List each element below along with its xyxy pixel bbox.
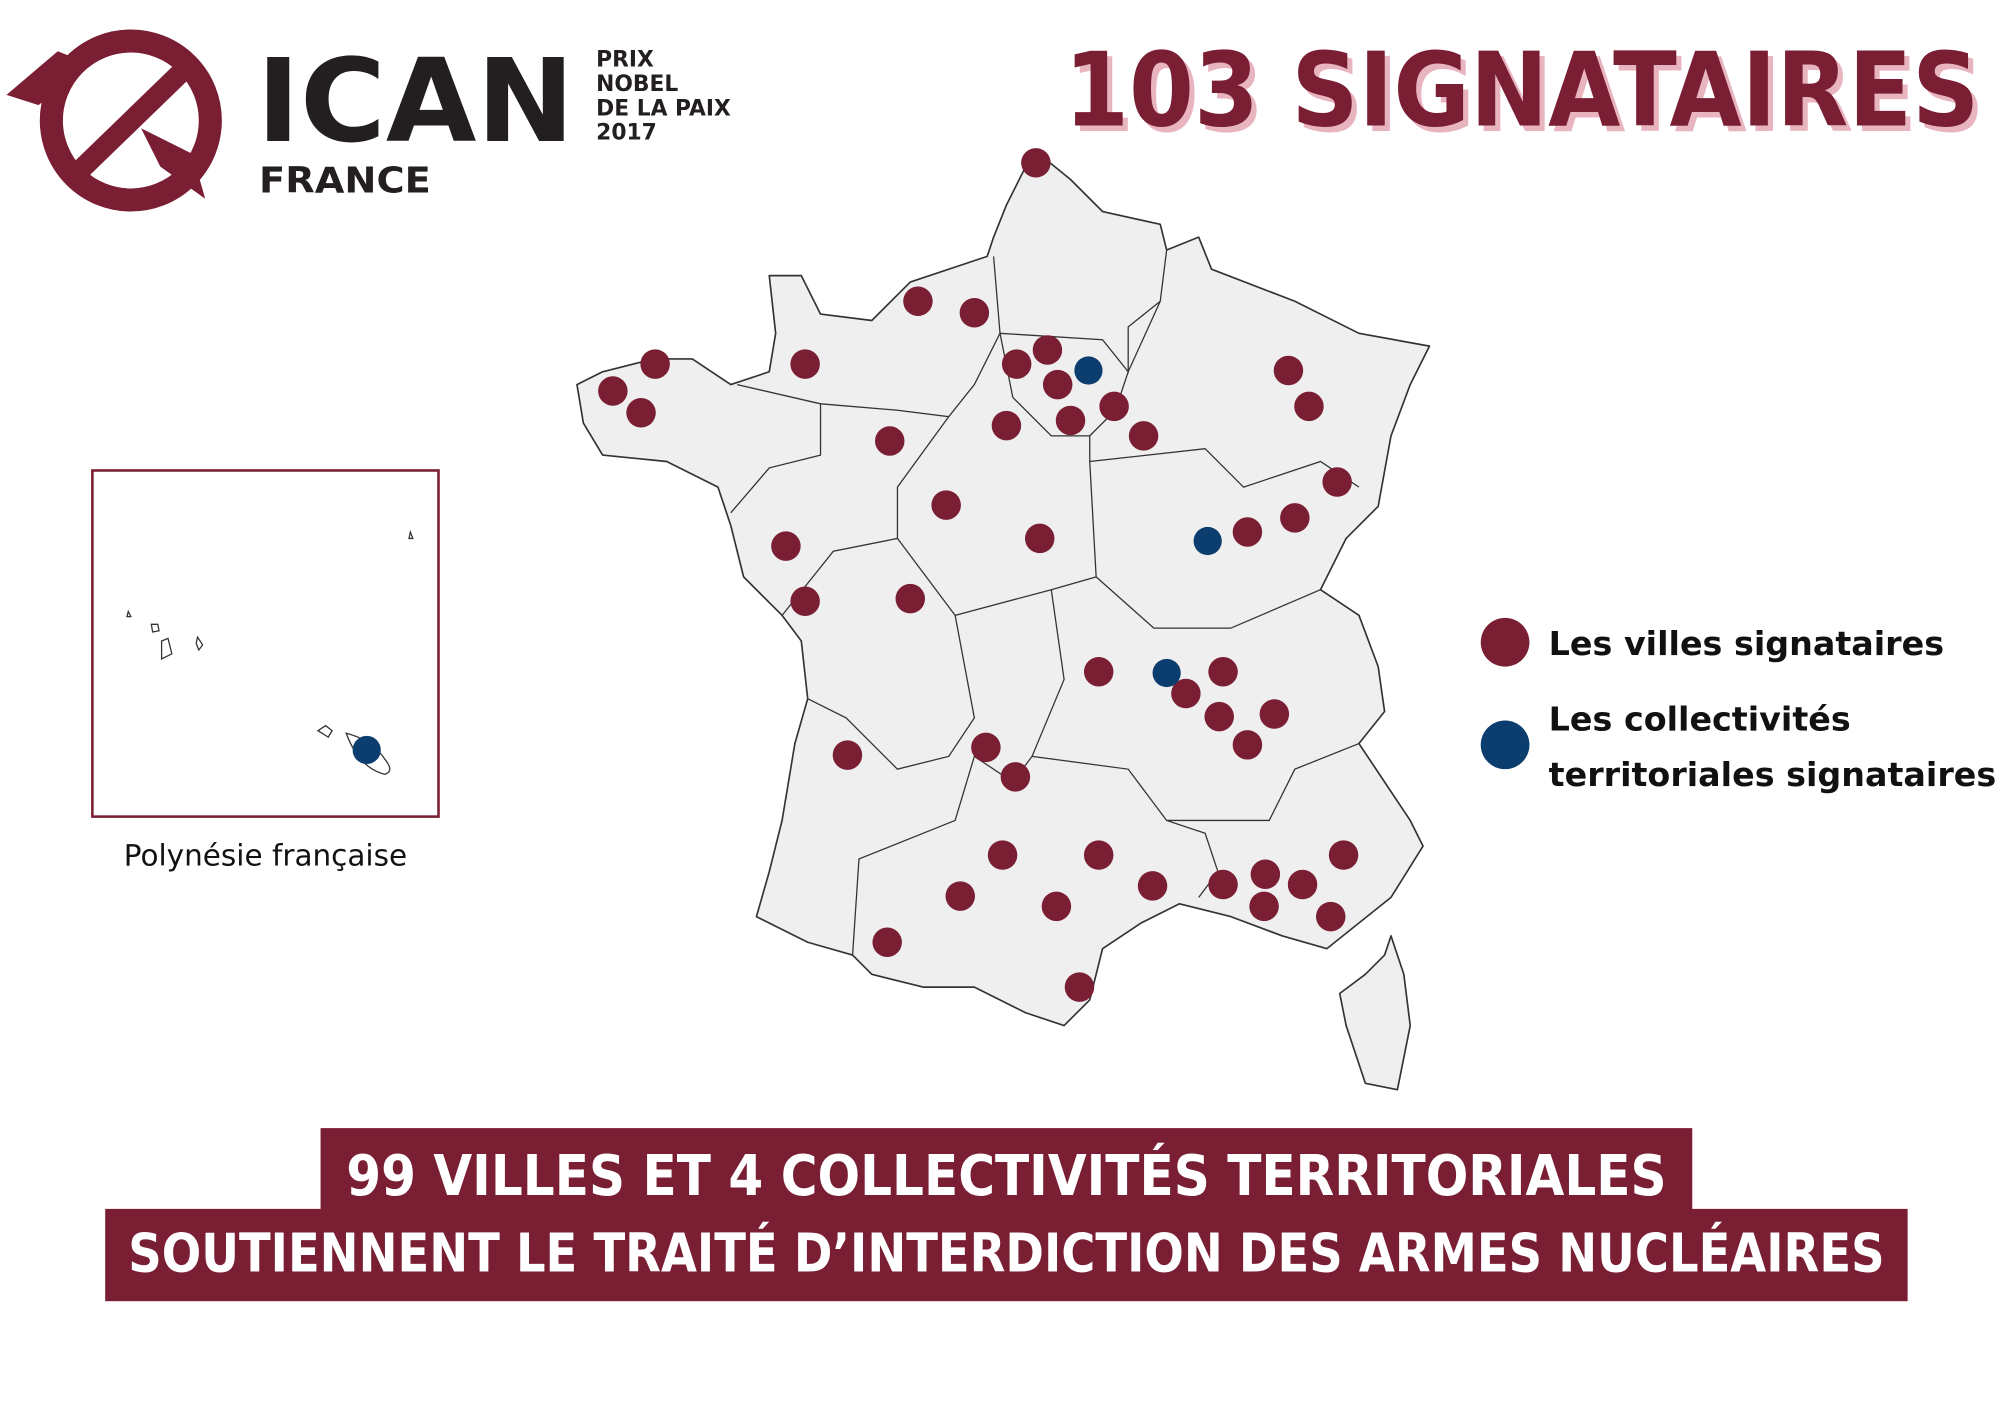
title-shadow: 103 SIGNATAIRES	[1069, 37, 1984, 156]
city-marker	[1204, 701, 1234, 732]
city-marker	[832, 740, 863, 770]
city-marker	[790, 349, 820, 379]
mainland	[576, 150, 1431, 1027]
banner-box	[105, 1208, 1908, 1302]
city-marker	[1032, 335, 1063, 365]
logo-slash	[63, 54, 200, 187]
legend-label: Les villes signataires	[1549, 624, 1944, 663]
city-marker	[875, 426, 905, 456]
banner-line: SOUTIENNENT LE TRAITÉ D’INTERDICTION DES…	[128, 1222, 1884, 1285]
city-marker	[1280, 503, 1310, 533]
city-marker	[959, 298, 990, 328]
city-marker	[1250, 859, 1281, 890]
prize-line: 2017	[596, 121, 657, 146]
corsica	[1338, 934, 1412, 1091]
logo-shape	[6, 51, 206, 199]
city-marker	[790, 586, 820, 616]
city-marker	[1099, 391, 1129, 422]
city-marker	[1259, 699, 1290, 729]
inset-label: Polynésie française	[124, 838, 407, 872]
collectivity-marker	[1193, 526, 1222, 556]
collectivity-marker	[1152, 658, 1181, 688]
city-marker	[1001, 349, 1032, 379]
city-marker	[1128, 421, 1159, 451]
city-marker	[598, 376, 628, 406]
markers	[352, 148, 1359, 1002]
city-marker	[771, 531, 801, 561]
banner-line: 99 VILLES ET 4 COLLECTIVITÉS TERRITORIAL…	[346, 1141, 1666, 1209]
city-marker	[1083, 840, 1114, 870]
city-marker	[872, 927, 902, 957]
city-marker	[626, 398, 656, 428]
city-marker	[1171, 678, 1201, 709]
collectivity-marker	[1074, 356, 1103, 385]
city-marker	[971, 732, 1001, 763]
city-marker	[1232, 517, 1263, 547]
legend-label: territoriales signataires	[1549, 755, 1997, 794]
city-marker	[640, 349, 670, 379]
legend: Les villes signataires Les collectivités t…	[1480, 617, 1997, 794]
city-marker	[1322, 467, 1352, 497]
banner-box	[320, 1128, 1693, 1213]
collectivity-marker	[352, 735, 381, 765]
city-marker	[1137, 871, 1168, 901]
city-marker	[1208, 869, 1238, 900]
city-marker	[1000, 762, 1031, 792]
legend-swatch	[1480, 720, 1530, 770]
prize-line: NOBEL	[596, 72, 678, 97]
city-marker	[903, 286, 933, 317]
city-marker	[931, 490, 961, 520]
islands	[126, 529, 414, 775]
logo-title: ICAN	[256, 35, 574, 169]
city-marker	[1294, 391, 1324, 422]
city-marker	[895, 583, 926, 614]
logo-ring	[39, 29, 222, 212]
city-marker	[945, 881, 976, 911]
city-marker	[1208, 657, 1238, 687]
city-marker	[1328, 840, 1359, 870]
legend-swatch	[1480, 617, 1530, 667]
city-marker	[1042, 369, 1073, 400]
city-marker	[1273, 355, 1304, 386]
city-marker	[1064, 972, 1095, 1002]
logo-subtitle: FRANCE	[259, 160, 431, 201]
inset-frame	[91, 469, 440, 818]
city-marker	[1055, 405, 1086, 436]
region-borders	[730, 249, 1360, 956]
city-marker	[1024, 523, 1055, 554]
legend-label: Les collectivités	[1549, 700, 1851, 739]
city-marker	[1249, 891, 1279, 922]
prize-line: DE LA PAIX	[596, 96, 731, 121]
prize-line: PRIX	[596, 48, 654, 73]
city-marker	[987, 840, 1018, 870]
city-marker	[1287, 869, 1318, 900]
city-marker	[1232, 730, 1263, 760]
city-marker	[991, 410, 1022, 441]
inset: Polynésie française	[91, 469, 440, 872]
city-marker	[1021, 148, 1051, 178]
title: 103 SIGNATAIRES	[1064, 32, 1979, 151]
banner: 99 VILLES ET 4 COLLECTIVITÉS TERRITORIAL…	[105, 1128, 1908, 1302]
city-marker	[1041, 891, 1072, 922]
france-map	[576, 150, 1431, 1091]
city-marker	[1316, 901, 1346, 932]
city-marker	[1083, 657, 1114, 687]
